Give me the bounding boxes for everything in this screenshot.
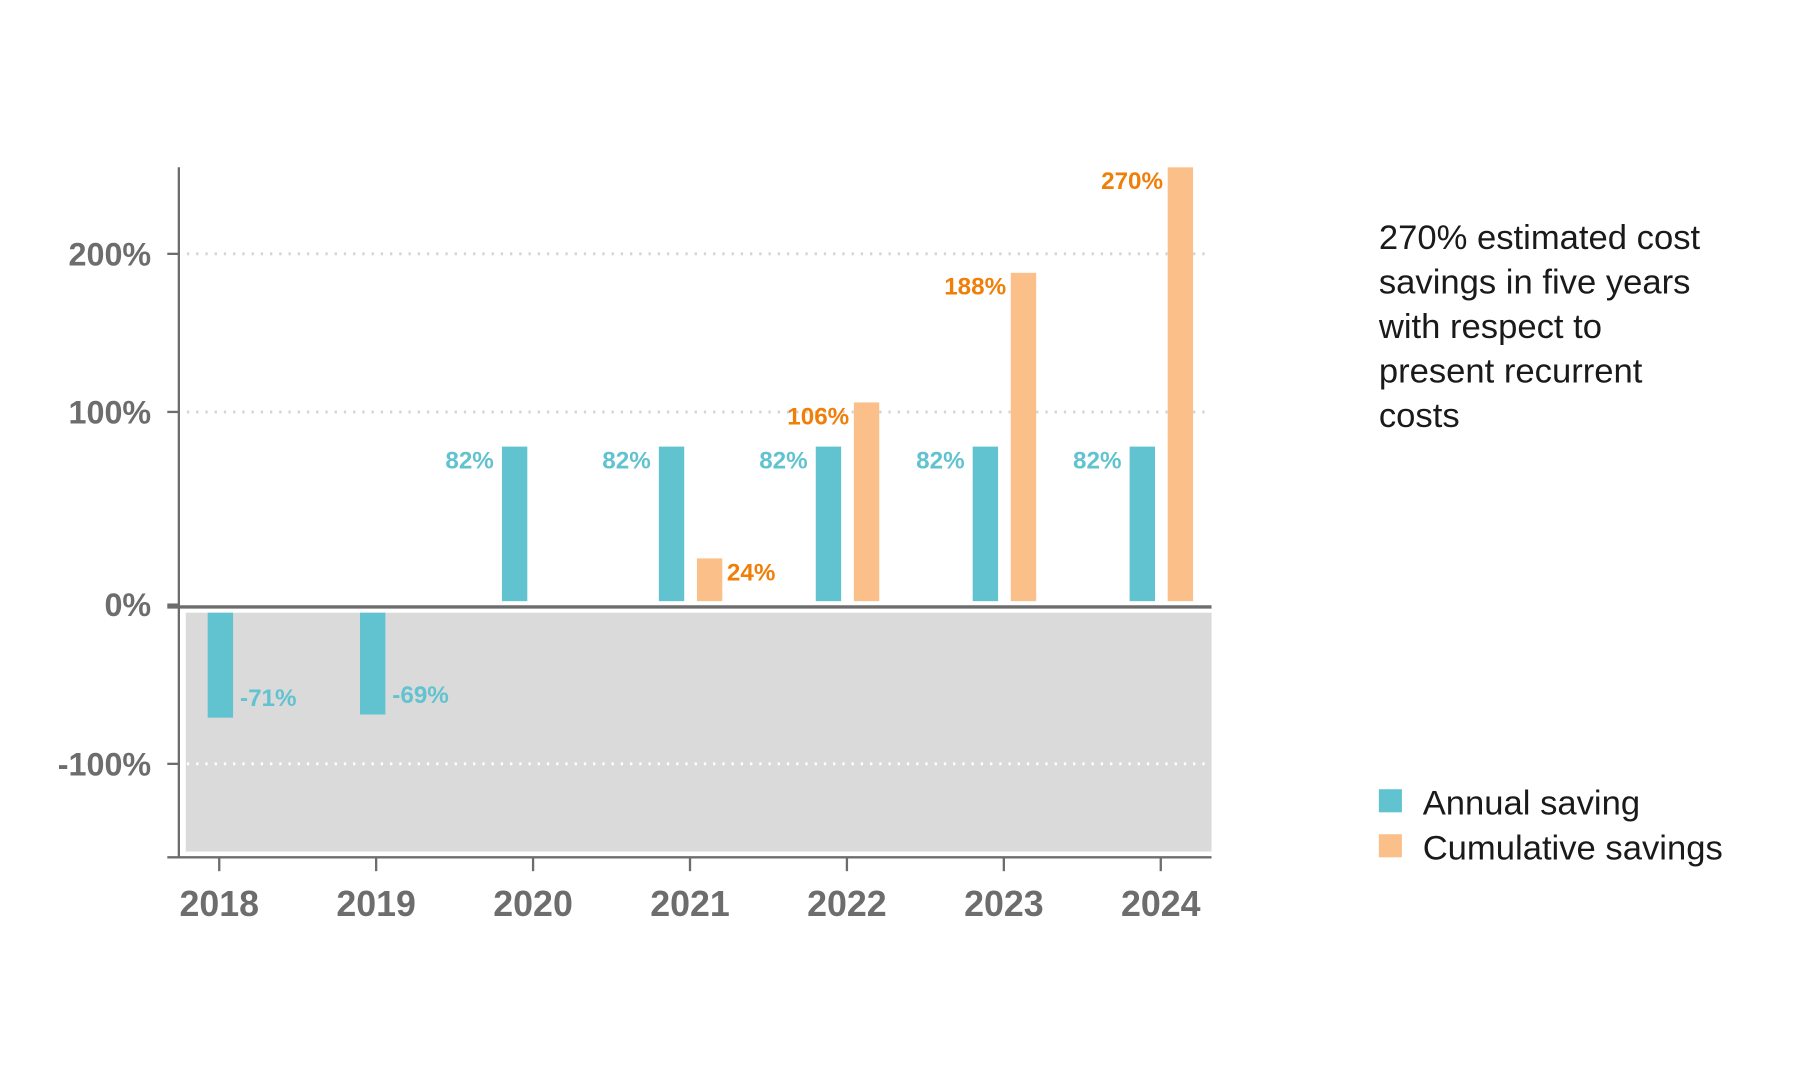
bar-cumulative-2024 bbox=[1167, 167, 1194, 602]
legend-swatch-annual bbox=[1378, 789, 1402, 813]
data-label-annual-2024: 82% bbox=[1073, 448, 1121, 475]
x-tick-label: 2023 bbox=[964, 884, 1044, 924]
legend-label-annual: Annual saving bbox=[1423, 785, 1640, 823]
x-tick-label: 2020 bbox=[493, 884, 573, 924]
x-tick-label: 2018 bbox=[179, 884, 259, 924]
x-tick-label: 2021 bbox=[650, 884, 730, 924]
data-label-annual-2023: 82% bbox=[916, 448, 964, 475]
annotation-line: costs bbox=[1379, 397, 1460, 435]
data-label-annual-2020: 82% bbox=[445, 448, 493, 475]
legend-label-cumulative: Cumulative savings bbox=[1423, 830, 1723, 868]
x-tick-label: 2022 bbox=[807, 884, 887, 924]
data-label-annual-2018: -71% bbox=[240, 685, 297, 712]
data-label-annual-2022: 82% bbox=[759, 448, 807, 475]
x-tick-label: 2019 bbox=[336, 884, 416, 924]
bar-annual-2024 bbox=[1129, 446, 1155, 602]
bar-cumulative-2021 bbox=[696, 558, 723, 602]
data-label-cumulative-2023: 188% bbox=[944, 274, 1006, 301]
bar-annual-2023 bbox=[972, 446, 999, 602]
data-label-cumulative-2021: 24% bbox=[727, 559, 775, 586]
data-label-annual-2019: -69% bbox=[392, 682, 449, 709]
y-tick-label: 100% bbox=[69, 394, 152, 430]
annotation-line: 270% estimated cost bbox=[1379, 219, 1701, 257]
annotation-line: savings in five years bbox=[1379, 264, 1691, 302]
y-tick-label: 200% bbox=[69, 236, 152, 272]
data-label-cumulative-2024: 270% bbox=[1101, 168, 1163, 195]
bar-annual-2019 bbox=[360, 612, 386, 715]
x-tick-label: 2024 bbox=[1121, 884, 1201, 924]
bar-cumulative-2022 bbox=[853, 402, 880, 602]
legend-swatch-cumulative bbox=[1378, 834, 1402, 858]
data-label-annual-2021: 82% bbox=[602, 448, 650, 475]
legend: Annual saving Cumulative savings bbox=[1378, 785, 1723, 868]
bar-annual-2018 bbox=[207, 612, 234, 718]
negative-region bbox=[185, 612, 1212, 852]
bar-annual-2022 bbox=[815, 446, 842, 602]
y-tick-label: -100% bbox=[58, 746, 151, 782]
annotation-line: with respect to bbox=[1378, 308, 1602, 346]
bar-cumulative-2023 bbox=[1010, 272, 1037, 602]
bar-annual-2020 bbox=[501, 446, 528, 602]
annotation-line: present recurrent bbox=[1379, 353, 1643, 391]
data-label-cumulative-2022: 106% bbox=[787, 403, 849, 430]
bar-annual-2021 bbox=[658, 446, 685, 602]
y-tick-label: 0% bbox=[104, 587, 151, 623]
